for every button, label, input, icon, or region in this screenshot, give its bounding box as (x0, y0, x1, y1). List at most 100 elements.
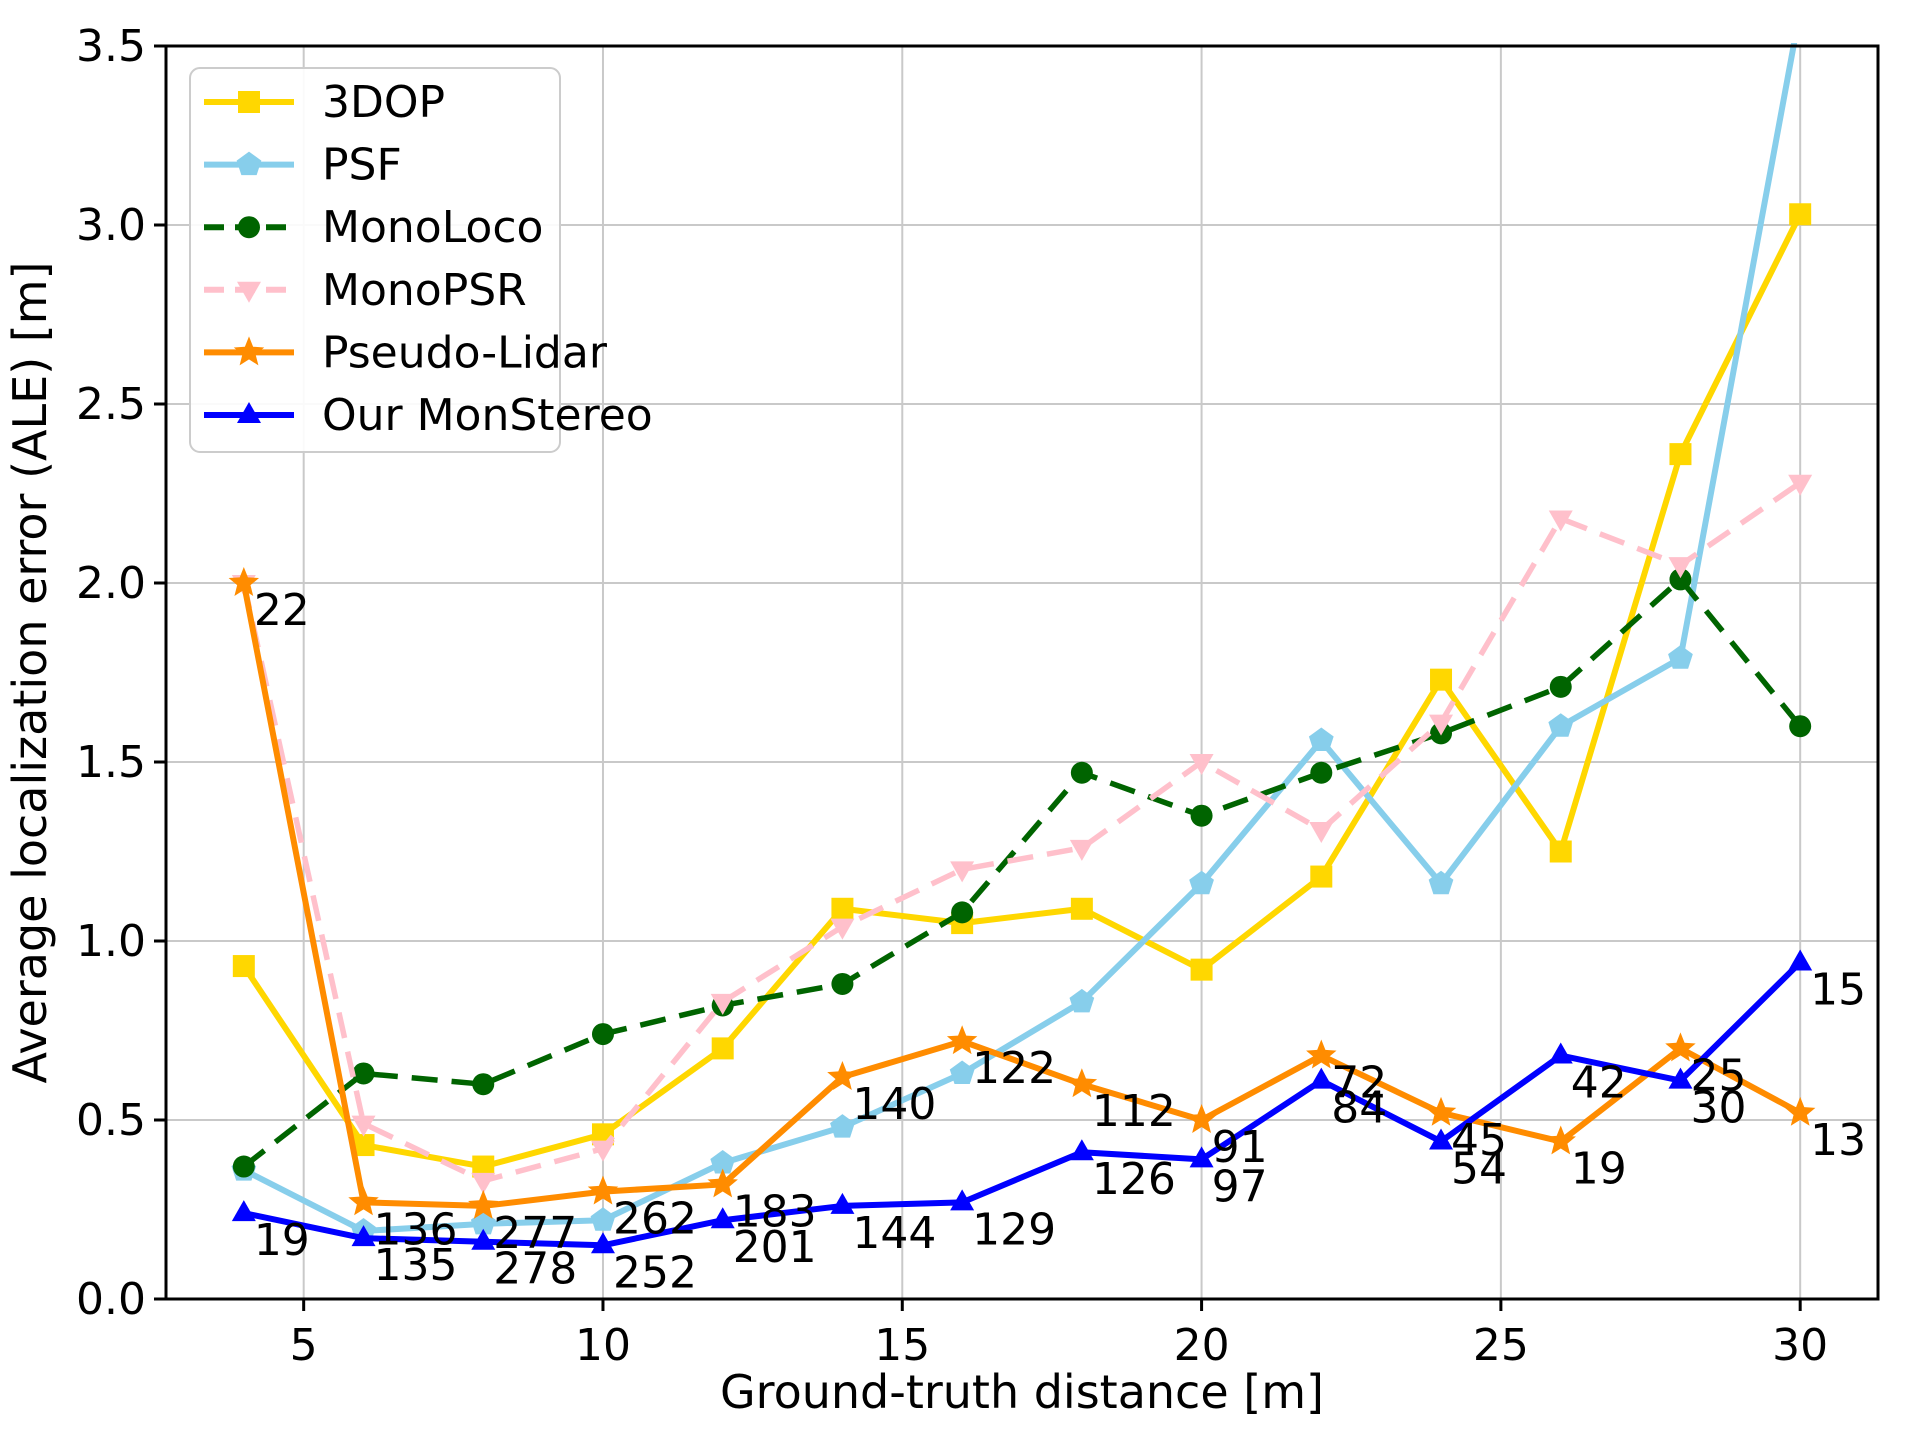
annotation-our-monstereo-x18: 126 (1092, 1154, 1176, 1205)
legend-item-3dop: 3DOP (204, 77, 445, 128)
legend-item-monoloco: MonoLoco (204, 202, 543, 253)
marker-pseudo-lidar-x28 (1665, 1032, 1696, 1062)
series-pseudo-lidar (228, 567, 1816, 1219)
marker-monoloco-x22 (1310, 761, 1333, 784)
marker-our-monstereo-x16 (950, 1189, 975, 1211)
marker-psf-x26 (1548, 713, 1574, 737)
annotation-our-monstereo-x20: 97 (1212, 1161, 1268, 1212)
marker-3dop-x8 (472, 1155, 495, 1178)
y-tick-label-2: 2.0 (76, 558, 146, 609)
legend-marker-monoloco (238, 216, 260, 239)
marker-3dop-x24 (1430, 668, 1453, 691)
annotation-pseudo-lidar-x12: 183 (733, 1186, 817, 1237)
marker-monoloco-x14 (831, 972, 854, 995)
marker-pseudo-lidar-x8 (468, 1189, 499, 1219)
marker-pseudo-lidar-x18 (1066, 1068, 1098, 1098)
legend: 3DOP PSF MonoLoco MonoPSR Pseudo-Lidar Our Mo… (189, 67, 653, 453)
x-tick-label-25: 25 (1473, 1320, 1529, 1371)
annotation-pseudo-lidar-x16: 122 (972, 1043, 1056, 1094)
marker-pseudo-lidar-x4 (228, 567, 260, 596)
annotation-our-monstereo-x30: 15 (1810, 964, 1866, 1015)
marker-3dop-x4 (232, 955, 255, 978)
marker-3dop-x26 (1549, 840, 1572, 863)
plot-border (164, 44, 1880, 1301)
y-tick-label-1.5: 1.5 (76, 737, 146, 788)
marker-3dop-x20 (1190, 958, 1213, 981)
marker-pseudo-lidar-x22 (1306, 1039, 1337, 1069)
y-tick-label-3: 3.0 (76, 200, 146, 251)
annotation-our-monstereo-x10: 252 (613, 1247, 697, 1298)
annotation-our-monstereo-x24: 54 (1451, 1143, 1507, 1194)
marker-psf-x28 (1668, 645, 1693, 669)
marker-pseudo-lidar-x26 (1545, 1125, 1576, 1155)
marker-monoloco-x8 (472, 1073, 495, 1096)
marker-pseudo-lidar-x10 (587, 1175, 619, 1205)
marker-monoloco-x4 (232, 1155, 255, 1178)
marker-pseudo-lidar-x16 (946, 1025, 978, 1055)
marker-monoloco-x20 (1190, 804, 1213, 827)
marker-our-monstereo-x26 (1548, 1042, 1573, 1064)
marker-our-monstereo-x10 (590, 1232, 615, 1254)
marker-pseudo-lidar-x30 (1784, 1096, 1816, 1126)
series-monopsr (231, 474, 1813, 1194)
marker-psf-x18 (1069, 988, 1095, 1013)
marker-monoloco-x10 (591, 1023, 614, 1046)
legend-marker-3dop (238, 91, 260, 113)
marker-monopsr-x22 (1309, 822, 1334, 844)
x-tick-label-5: 5 (290, 1320, 318, 1371)
marker-monoloco-x28 (1669, 568, 1692, 591)
x-tick-label-15: 15 (874, 1320, 930, 1371)
marker-3dop-x6 (352, 1134, 375, 1157)
annotation-pseudo-lidar-x24: 45 (1451, 1115, 1507, 1166)
marker-monoloco-x26 (1549, 675, 1572, 698)
marker-monoloco-x30 (1789, 715, 1812, 738)
annotation-pseudo-lidar-x30: 13 (1810, 1115, 1866, 1166)
marker-psf-x10 (590, 1207, 616, 1231)
marker-our-monstereo-x22 (1309, 1067, 1334, 1089)
marker-pseudo-lidar-x20 (1186, 1104, 1217, 1133)
legend-label-monopsr: MonoPSR (322, 265, 527, 316)
marker-monopsr-x10 (590, 1140, 615, 1162)
series-3dop (232, 203, 1812, 1178)
legend-item-our-monstereo: Our MonStereo (204, 390, 653, 441)
annotation-our-monstereo-x26: 42 (1571, 1058, 1627, 1109)
series-line-pseudo-lidar (240, 582, 1802, 1209)
series-line-monopsr (241, 480, 1802, 1184)
annotation-our-monstereo-x16: 129 (972, 1204, 1056, 1255)
annotation-pseudo-lidar-x6: 136 (374, 1204, 458, 1255)
annotation-our-monstereo-x12: 201 (733, 1222, 817, 1273)
legend-label-psf: PSF (322, 140, 402, 191)
marker-monopsr-x28 (1668, 557, 1693, 579)
marker-our-monstereo-x24 (1429, 1128, 1454, 1150)
annotation-our-monstereo-x8: 278 (493, 1244, 577, 1295)
marker-monopsr-x14 (830, 918, 855, 940)
marker-monoloco-x18 (1070, 761, 1093, 784)
x-tick-label-20: 20 (1174, 1320, 1230, 1371)
y-tick-label-0: 0.0 (76, 1274, 146, 1325)
marker-3dop-x18 (1070, 897, 1093, 920)
marker-our-monstereo-x30 (1788, 949, 1813, 971)
marker-psf-x30 (1788, 0, 1813, 21)
legend-label-pseudo-lidar: Pseudo-Lidar (322, 327, 608, 378)
marker-pseudo-lidar-x6 (348, 1186, 379, 1216)
y-tick-label-1: 1.0 (76, 916, 146, 967)
annotation-pseudo-lidar-x28: 25 (1690, 1050, 1746, 1101)
annotation-pseudo-lidar-x10: 262 (613, 1194, 697, 1245)
annotation-pseudo-lidar-x14: 140 (852, 1079, 936, 1130)
legend-marker-monopsr (237, 281, 261, 303)
marker-psf-x24 (1428, 870, 1454, 895)
marker-3dop-x12 (711, 1037, 734, 1060)
legend-marker-pseudo-lidar (233, 336, 265, 366)
marker-monopsr-x8 (471, 1172, 496, 1194)
marker-monopsr-x24 (1429, 714, 1454, 736)
annotation-our-monstereo-x22: 84 (1331, 1083, 1387, 1134)
marker-3dop-x28 (1669, 443, 1692, 466)
marker-monopsr-x18 (1069, 839, 1094, 861)
annotation-pseudo-lidar-x18: 112 (1092, 1086, 1176, 1137)
annotation-our-monstereo-x6: 135 (374, 1240, 458, 1291)
legend-label-our-monstereo: Our MonStereo (322, 390, 653, 441)
legend-item-monopsr: MonoPSR (204, 265, 527, 316)
marker-monopsr-x6 (351, 1115, 376, 1137)
annotation-our-monstereo-x4: 19 (254, 1215, 310, 1266)
